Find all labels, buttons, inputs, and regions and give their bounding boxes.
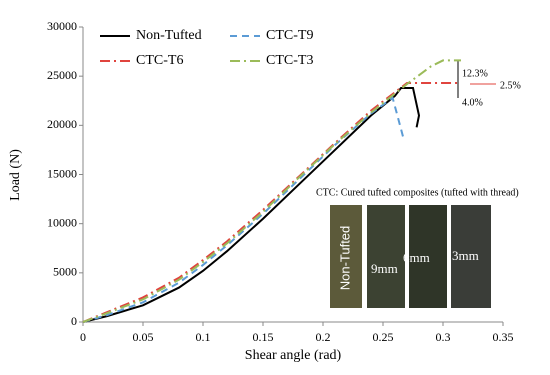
legend-label: CTC-T9 bbox=[266, 28, 313, 43]
x-tick-label: 0.25 bbox=[373, 330, 394, 344]
x-tick-label: 0 bbox=[80, 330, 86, 344]
x-tick-label: 0.3 bbox=[436, 330, 451, 344]
photo-strip bbox=[330, 205, 362, 308]
x-axis-label: Shear angle (rad) bbox=[245, 348, 342, 363]
legend-label: CTC-T6 bbox=[136, 53, 183, 68]
photo-strip bbox=[451, 205, 491, 308]
legend-label: Non-Tufted bbox=[136, 28, 202, 43]
y-axis-label: Load (N) bbox=[8, 149, 23, 201]
line bbox=[82, 96, 405, 323]
x-tick-label: 0.35 bbox=[493, 330, 514, 344]
inset-label: Non-Tufted bbox=[337, 226, 352, 291]
annotation: 4.0% bbox=[462, 97, 483, 108]
y-tick-label: 30000 bbox=[47, 19, 77, 33]
y-tick-label: 0 bbox=[71, 314, 77, 328]
x-tick-label: 0.1 bbox=[196, 330, 211, 344]
photo-strip bbox=[409, 205, 447, 308]
inset-label: 3mm bbox=[452, 248, 479, 263]
photo-strip bbox=[367, 205, 405, 308]
y-tick-label: 20000 bbox=[47, 117, 77, 131]
legend-label: CTC-T3 bbox=[266, 53, 313, 68]
x-tick-label: 0.05 bbox=[133, 330, 154, 344]
y-tick-label: 15000 bbox=[47, 166, 77, 180]
y-tick-label: 10000 bbox=[47, 215, 77, 229]
annotation: 12.3% bbox=[462, 68, 488, 79]
inset-label: 6mm bbox=[403, 250, 430, 265]
line bbox=[82, 82, 461, 323]
y-tick-label: 25000 bbox=[47, 68, 77, 82]
inset-label: 9mm bbox=[371, 261, 398, 276]
annotation: 2.5% bbox=[500, 80, 521, 91]
line bbox=[82, 86, 421, 323]
y-tick-label: 5000 bbox=[53, 265, 77, 279]
x-tick-label: 0.2 bbox=[316, 330, 331, 344]
x-tick-label: 0.15 bbox=[253, 330, 274, 344]
inset-caption: CTC: Cured tufted composites (tufted wit… bbox=[316, 187, 519, 198]
